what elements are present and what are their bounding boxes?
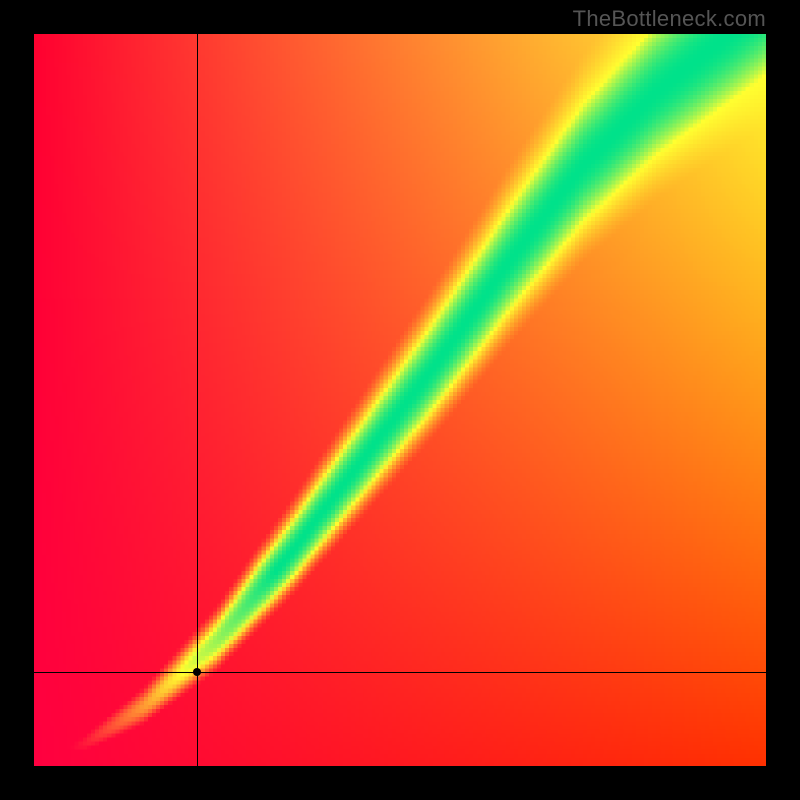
bottleneck-heatmap [34,34,766,766]
crosshair-marker [193,668,201,676]
watermark-label: TheBottleneck.com [573,6,766,32]
chart-frame: TheBottleneck.com [0,0,800,800]
crosshair-horizontal [34,672,766,673]
crosshair-vertical [197,34,198,766]
